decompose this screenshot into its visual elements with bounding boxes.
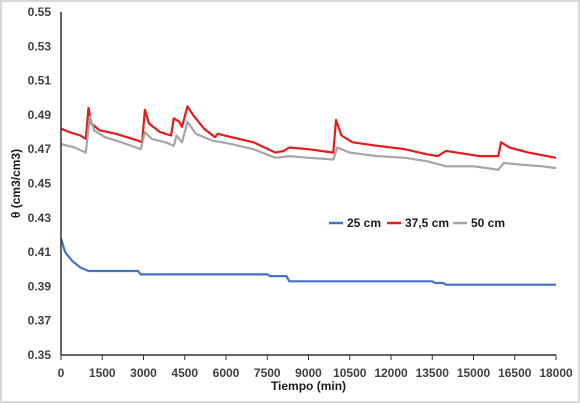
y-tick-label: 0.51 <box>28 74 52 88</box>
y-tick-label: 0.47 <box>28 142 52 156</box>
x-axis-ticks: 0 1500 3000 4500 6000 7500 9000 10500 12000 13500… <box>58 355 573 380</box>
x-tick-label: 9000 <box>295 366 322 380</box>
y-tick-label: 0.41 <box>28 245 52 259</box>
y-tick-label: 0.45 <box>28 177 52 191</box>
x-tick-label: 4500 <box>171 366 198 380</box>
legend-label-1: 37,5 cm <box>405 216 449 230</box>
series-line-1 <box>60 105 557 159</box>
x-tick-label: 13500 <box>416 366 450 380</box>
x-tick-label: 12000 <box>374 366 408 380</box>
series-layer <box>59 105 557 286</box>
x-tick-label: 18000 <box>539 366 573 380</box>
x-axis-title: Tiempo (min) <box>271 379 346 393</box>
y-tick-label: 0.53 <box>28 39 52 53</box>
legend-label-0: 25 cm <box>347 216 381 230</box>
y-tick-label: 0.49 <box>28 108 52 122</box>
x-tick-label: 15000 <box>457 366 491 380</box>
legend-label-2: 50 cm <box>471 216 505 230</box>
x-tick-label: 10500 <box>333 366 367 380</box>
x-tick-label: 3000 <box>130 366 157 380</box>
series-line-0 <box>59 238 556 286</box>
y-tick-label: 0.35 <box>28 348 52 362</box>
x-tick-label: 6000 <box>213 366 240 380</box>
y-axis-title: θ (cm3/cm3) <box>9 149 23 218</box>
y-tick-label: 0.37 <box>28 314 52 328</box>
x-tick-label: 1500 <box>89 366 116 380</box>
series-line-2 <box>60 115 557 171</box>
x-tick-label: 0 <box>58 366 65 380</box>
y-tick-label: 0.55 <box>28 5 52 19</box>
y-tick-label: 0.43 <box>28 211 52 225</box>
x-tick-label: 7500 <box>254 366 281 380</box>
y-tick-label: 0.39 <box>28 279 52 293</box>
y-axis-ticks: 0.35 0.37 0.39 0.41 0.43 0.45 0.47 0.49 0.51 0.53… <box>28 5 52 362</box>
legend: 25 cm 37,5 cm 50 cm <box>329 216 505 230</box>
x-tick-label: 16500 <box>498 366 532 380</box>
